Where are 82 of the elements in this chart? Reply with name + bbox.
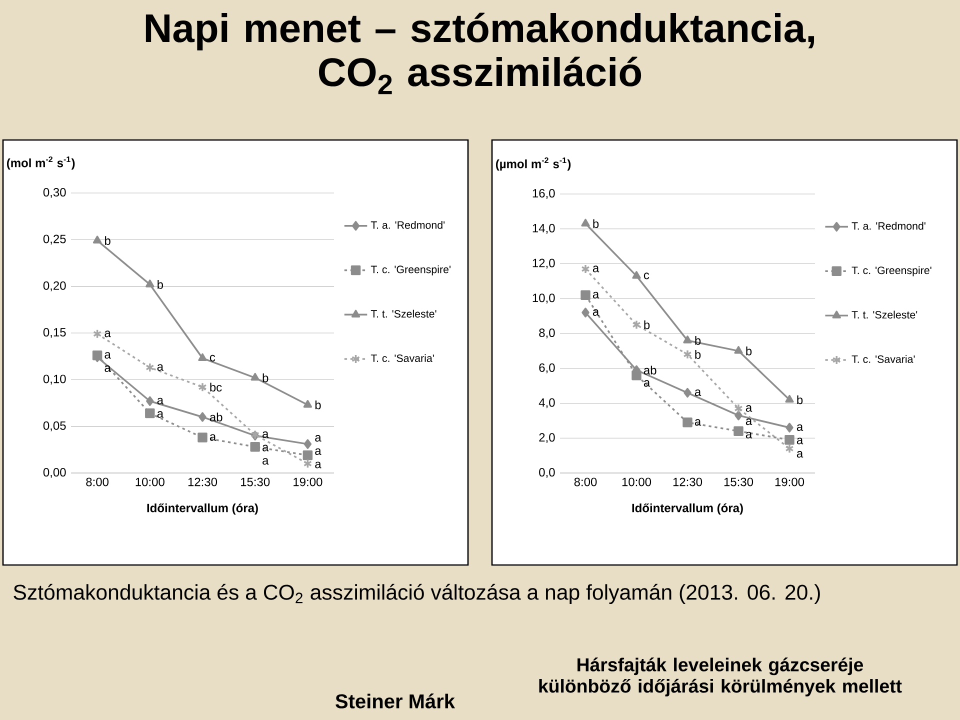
data-label: a <box>694 389 702 396</box>
data-label: a <box>157 364 164 371</box>
data-label: a <box>157 411 164 418</box>
data-label: a <box>262 444 269 452</box>
legend-label: T. a. 'Redmond' <box>370 220 445 229</box>
x-tick-label: 19:00 <box>775 478 804 486</box>
data-label: a <box>104 365 111 372</box>
data-label: b <box>593 219 599 228</box>
data-label: b <box>105 236 110 246</box>
legend-label: T. c. 'Greenspire' <box>852 266 932 276</box>
x-tick-label: 12:30 <box>673 478 702 486</box>
legend-label: T. a. 'Redmond' <box>852 222 926 230</box>
data-label: b <box>262 373 268 382</box>
x-tick-label: 19:00 <box>294 478 322 486</box>
data-label: b <box>797 395 803 404</box>
data-label: b <box>158 280 164 289</box>
y-tick-label: 0,05 <box>43 421 66 432</box>
data-label: b <box>695 350 701 359</box>
data-label: a <box>315 462 322 468</box>
x-tick-label: 10:00 <box>622 478 652 486</box>
data-label: a <box>315 435 322 442</box>
data-label: b <box>746 346 752 356</box>
x-axis-title: Időintervallum (óra) <box>147 503 258 515</box>
legend-label: T. c. 'Savaria' <box>852 355 915 363</box>
data-label: a <box>592 309 600 316</box>
y-tick-label: 16,0 <box>532 189 555 199</box>
legend-label: T. c. 'Greenspire' <box>370 265 450 276</box>
data-label: a <box>104 330 111 338</box>
y-tick-label: 4,0 <box>538 398 555 408</box>
text: Napi menet – sztómakonduktancia, CO$_{2}$ asszimiláció <box>146 12 814 94</box>
x-tick-label: 15:30 <box>724 478 754 486</box>
y-tick-label: 2,0 <box>539 433 555 444</box>
text: Hársfajták leveleinek gázcseréje különböző időjárási körülmények mellett <box>539 658 902 696</box>
data-label: a <box>796 438 804 444</box>
y-tick-label: 8,0 <box>539 328 555 338</box>
y-tick-label: 0,10 <box>43 374 66 385</box>
data-label: ab <box>644 366 656 375</box>
data-label: a <box>746 418 752 426</box>
y-tick-label: 6,0 <box>539 363 555 374</box>
data-label: a <box>796 451 804 458</box>
data-label: a <box>644 380 650 387</box>
data-label: c <box>644 272 650 280</box>
y-tick-label: 14,0 <box>532 224 555 234</box>
data-label: a <box>210 434 216 441</box>
y-tick-label: 0,25 <box>43 234 66 245</box>
y-tick-label: 0,30 <box>43 188 66 198</box>
y-tick-label: 12,0 <box>532 258 555 269</box>
data-label: a <box>262 458 269 465</box>
y-tick-label: 0,15 <box>43 328 66 338</box>
data-label: a <box>157 398 164 404</box>
legend-label: T. t. 'Szeleste' <box>370 310 436 318</box>
data-label: a <box>104 352 111 359</box>
x-tick-label: 15:30 <box>241 478 270 486</box>
text: Sztómakonduktancia és a CO$_{2}$ asszimiláció változása a nap folyamán (2013. 06. 20.) <box>14 584 820 604</box>
data-label: b <box>315 400 321 410</box>
y-tick-label: 0,0 <box>539 468 555 478</box>
x-tick-label: 8:00 <box>574 478 597 486</box>
data-label: a <box>694 419 702 426</box>
data-label: a <box>315 448 322 455</box>
y-tick-label: 0,00 <box>43 468 66 478</box>
x-tick-label: 10:00 <box>136 478 164 486</box>
data-label: c <box>210 354 216 362</box>
data-label: bc <box>210 382 222 392</box>
data-label: a <box>262 431 269 438</box>
x-axis-title: Időintervallum (óra) <box>632 503 743 515</box>
data-label: b <box>644 320 650 330</box>
data-label: a <box>746 405 752 412</box>
x-tick-label: 12:30 <box>188 478 218 486</box>
y-axis-title: (µmol m$^{-2}$ s$^{-1}$) <box>496 157 571 171</box>
legend-label: T. c. 'Savaria' <box>370 354 434 362</box>
data-label: a <box>746 432 752 438</box>
text: Steiner Márk <box>336 694 456 708</box>
x-tick-label: 8:00 <box>86 478 109 486</box>
y-tick-label: 0,20 <box>43 281 66 292</box>
y-axis-title: (mol m$^{-2}$ s$^{-1}$) <box>6 156 75 170</box>
data-label: a <box>592 266 600 272</box>
data-label: a <box>796 424 804 431</box>
y-tick-label: 10,0 <box>532 294 555 304</box>
legend-label: T. t. 'Szeleste' <box>852 310 918 319</box>
data-label: b <box>695 336 701 345</box>
data-label: a <box>592 292 600 298</box>
data-label: ab <box>210 412 222 422</box>
